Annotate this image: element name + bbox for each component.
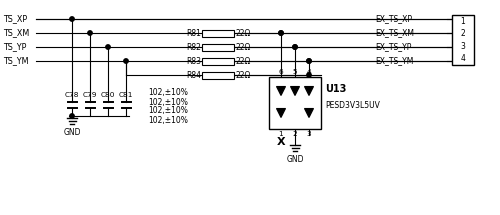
Circle shape	[106, 45, 110, 49]
Bar	[269, 77, 321, 129]
Text: C80: C80	[101, 92, 115, 98]
Text: EX_TS_YM: EX_TS_YM	[375, 57, 414, 66]
Circle shape	[307, 59, 311, 63]
Text: 5: 5	[292, 69, 298, 75]
Circle shape	[307, 73, 311, 77]
Bar	[202, 43, 234, 51]
Circle shape	[293, 45, 297, 49]
Text: X: X	[276, 137, 285, 147]
Text: R81: R81	[186, 29, 201, 37]
Polygon shape	[290, 86, 300, 95]
Text: 102,±10%: 102,±10%	[148, 106, 188, 115]
Text: 3: 3	[306, 131, 312, 137]
Text: R84: R84	[186, 71, 201, 80]
Bar	[202, 29, 234, 37]
Text: 22Ω: 22Ω	[235, 71, 250, 80]
Text: 102,±10%: 102,±10%	[148, 97, 188, 106]
Circle shape	[124, 59, 128, 63]
Text: 2: 2	[292, 131, 298, 137]
Text: C78: C78	[65, 92, 79, 98]
Text: 4: 4	[306, 69, 312, 75]
Text: 102,±10%: 102,±10%	[148, 89, 188, 97]
Circle shape	[293, 45, 297, 49]
Text: 6: 6	[278, 69, 283, 75]
Bar	[452, 15, 474, 65]
Text: 2: 2	[460, 29, 466, 38]
Circle shape	[279, 31, 283, 35]
Polygon shape	[276, 86, 285, 95]
Text: TS_YM: TS_YM	[3, 57, 29, 66]
Circle shape	[70, 114, 74, 118]
Text: 1: 1	[278, 131, 283, 137]
Text: R82: R82	[186, 43, 201, 52]
Polygon shape	[304, 86, 314, 95]
Text: 4: 4	[460, 54, 466, 63]
Text: 1: 1	[460, 17, 466, 26]
Polygon shape	[304, 109, 314, 118]
Text: C81: C81	[119, 92, 133, 98]
Bar	[202, 72, 234, 78]
Text: R83: R83	[186, 57, 201, 66]
Text: C79: C79	[83, 92, 97, 98]
Text: GND: GND	[286, 155, 304, 164]
Text: GND: GND	[63, 128, 81, 137]
Text: 102,±10%: 102,±10%	[148, 115, 188, 124]
Text: U13: U13	[325, 84, 346, 94]
Polygon shape	[276, 109, 285, 118]
Text: TS_XP: TS_XP	[3, 14, 27, 23]
Text: TS_XM: TS_XM	[3, 29, 29, 37]
Text: PESD3V3L5UV: PESD3V3L5UV	[325, 100, 380, 109]
Circle shape	[307, 59, 311, 63]
Text: 3: 3	[460, 42, 466, 51]
Text: TS_YP: TS_YP	[3, 43, 26, 52]
Text: 22Ω: 22Ω	[235, 43, 250, 52]
Text: 22Ω: 22Ω	[235, 57, 250, 66]
Circle shape	[279, 31, 283, 35]
Text: 22Ω: 22Ω	[235, 29, 250, 37]
Circle shape	[70, 17, 74, 21]
Text: EX_TS_YP: EX_TS_YP	[375, 43, 412, 52]
Text: EX_TS_XP: EX_TS_XP	[375, 14, 412, 23]
Circle shape	[88, 31, 92, 35]
Bar	[202, 57, 234, 64]
Text: EX_TS_XM: EX_TS_XM	[375, 29, 414, 37]
